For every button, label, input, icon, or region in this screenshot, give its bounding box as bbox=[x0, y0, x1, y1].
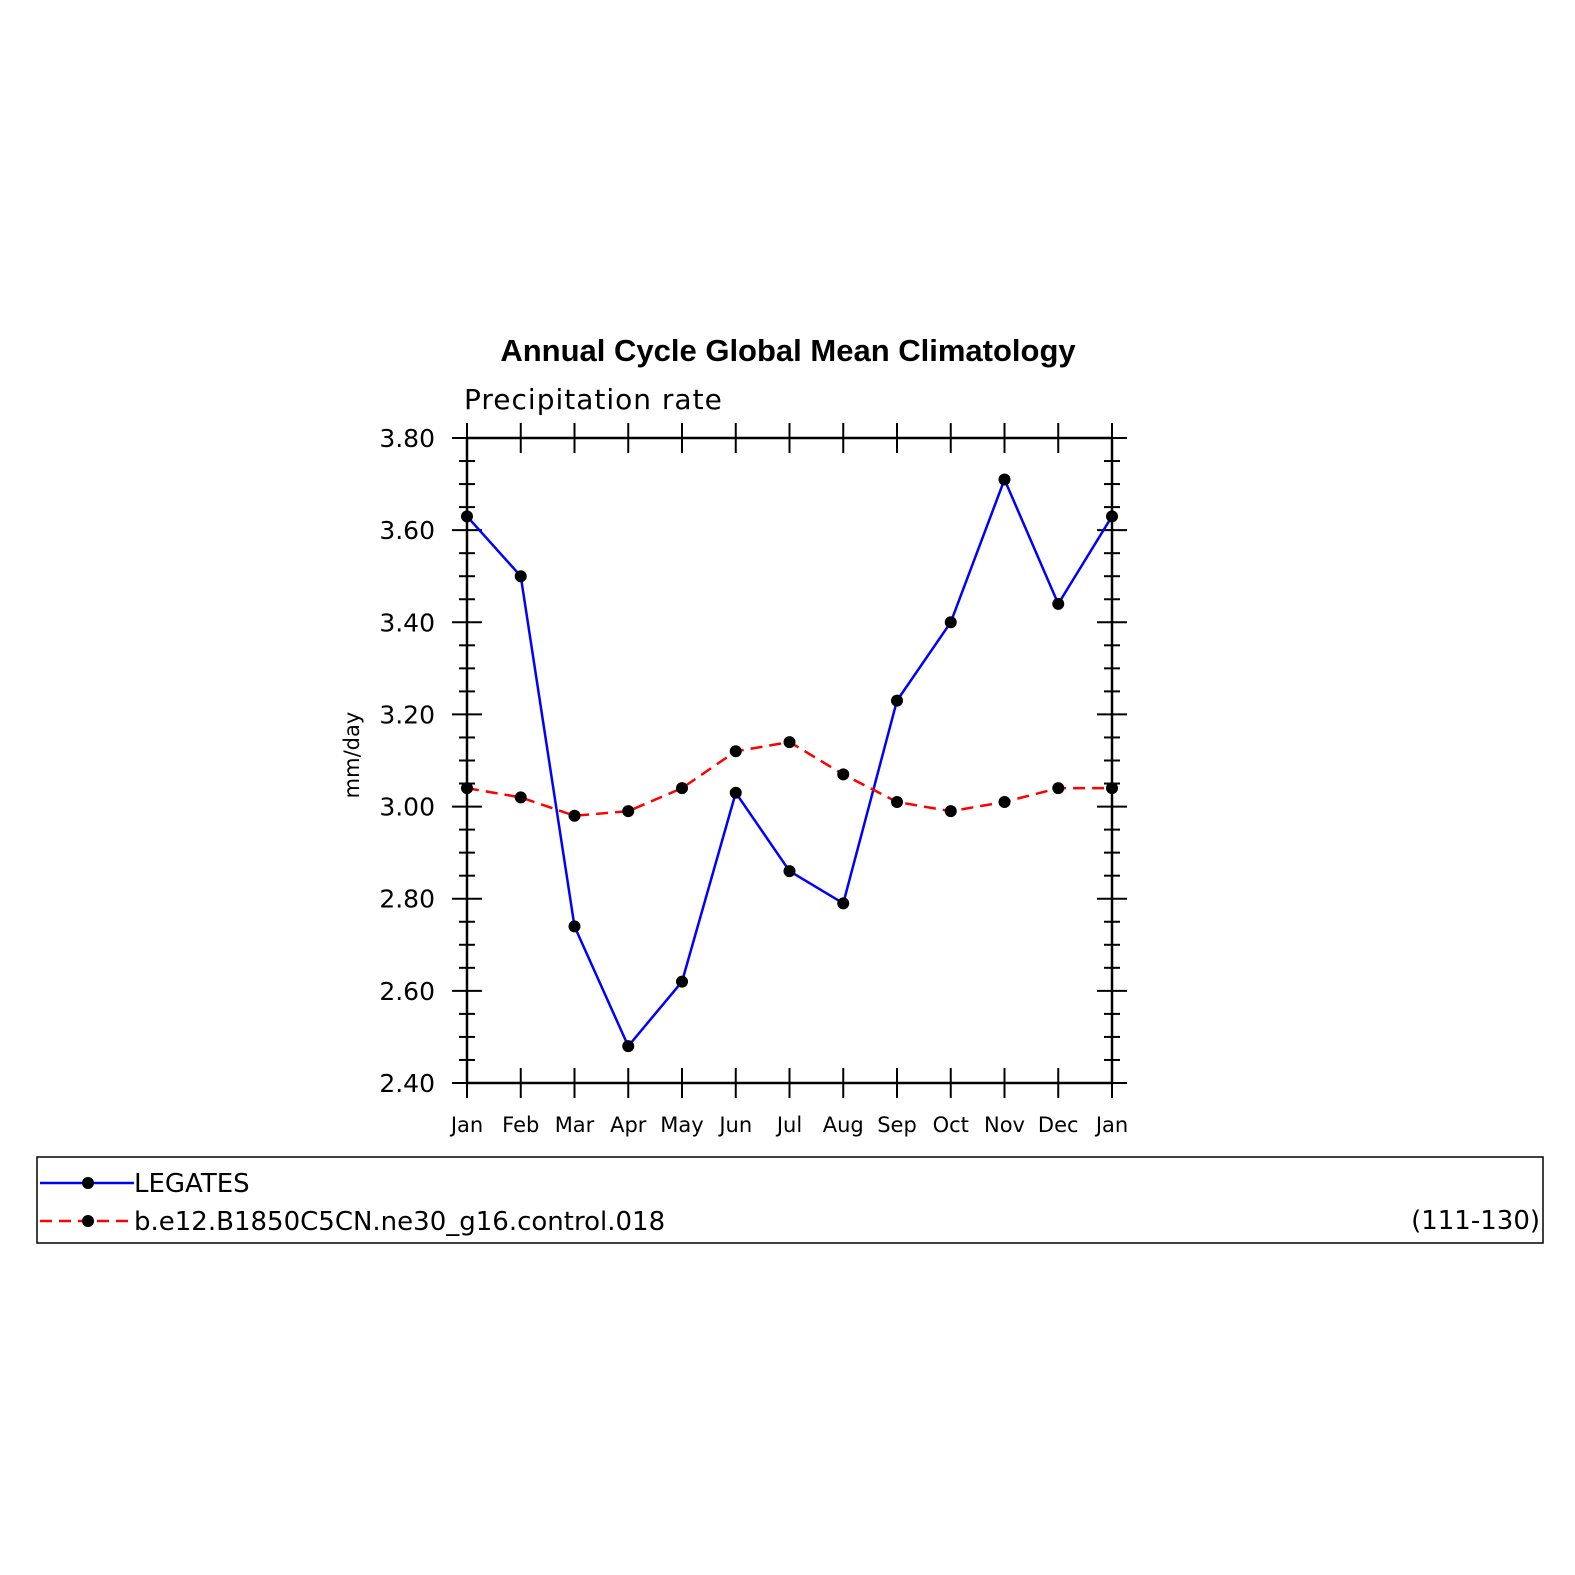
y-tick-label: 2.80 bbox=[379, 885, 435, 914]
y-tick-label: 2.60 bbox=[379, 977, 435, 1006]
x-tick-label: Feb bbox=[502, 1113, 539, 1137]
legend-item: b.e12.B1850C5CN.ne30_g16.control.018 bbox=[40, 1207, 665, 1237]
x-tick-labels: Jan Feb Mar Apr May Jun Jul Aug Sep Oct Nov Dec Jan bbox=[449, 1113, 1128, 1137]
x-tick-label: Apr bbox=[610, 1113, 647, 1137]
x-tick-label: Aug bbox=[823, 1113, 864, 1137]
x-tick-label: May bbox=[660, 1113, 703, 1137]
data-point bbox=[998, 795, 1011, 808]
plot-frame bbox=[465, 436, 1114, 1085]
y-tick-label: 3.00 bbox=[379, 793, 435, 822]
legend-label: b.e12.B1850C5CN.ne30_g16.control.018 bbox=[134, 1207, 665, 1237]
x-tick-label: Jun bbox=[717, 1113, 752, 1137]
legend-label: LEGATES bbox=[134, 1169, 250, 1199]
data-point bbox=[891, 694, 903, 707]
y-tick-label: 2.40 bbox=[379, 1069, 435, 1098]
data-point bbox=[729, 786, 742, 799]
data-point bbox=[837, 897, 850, 910]
y-tick-label: 3.40 bbox=[379, 608, 435, 637]
data-point bbox=[729, 745, 742, 758]
series-line bbox=[466, 740, 1112, 818]
legend: LEGATES b.e12.B1850C5CN.ne30_g16.control.… bbox=[36, 1156, 1544, 1244]
x-tick-label: Nov bbox=[984, 1113, 1025, 1137]
legend-marker bbox=[82, 1215, 94, 1227]
data-point bbox=[514, 791, 527, 804]
legend-note: (111-130) bbox=[1411, 1206, 1540, 1236]
data-point bbox=[514, 570, 527, 583]
legend-box bbox=[36, 1156, 1544, 1244]
y-tick-label: 3.80 bbox=[379, 424, 435, 453]
data-point bbox=[1052, 782, 1065, 795]
x-tick-label: Jan bbox=[449, 1113, 483, 1137]
x-tick-label: Dec bbox=[1038, 1113, 1079, 1137]
legend-marker bbox=[82, 1177, 94, 1189]
y-tick-label: 3.20 bbox=[379, 700, 435, 729]
axis-ticks bbox=[452, 423, 1127, 1098]
data-point bbox=[568, 920, 581, 933]
x-tick-label: Sep bbox=[877, 1113, 917, 1137]
y-tick-labels: 2.40 2.60 2.80 3.00 3.20 3.40 3.60 3.80 bbox=[379, 424, 435, 1098]
data-point bbox=[944, 616, 957, 629]
x-tick-label: Mar bbox=[555, 1113, 595, 1137]
series-line bbox=[466, 478, 1114, 1048]
data-point bbox=[676, 782, 688, 795]
data-point bbox=[1052, 597, 1065, 610]
data-point bbox=[783, 736, 796, 749]
data-point bbox=[998, 473, 1011, 486]
legend-item: LEGATES bbox=[40, 1169, 250, 1199]
x-tick-label: Jan bbox=[1094, 1113, 1128, 1137]
chart-title: Annual Cycle Global Mean Climatology bbox=[500, 333, 1076, 368]
y-tick-label: 3.60 bbox=[379, 516, 435, 545]
chart-subtitle: Precipitation rate bbox=[464, 383, 723, 416]
data-point bbox=[837, 768, 850, 781]
series-1 bbox=[461, 473, 1118, 1053]
x-tick-label: Jul bbox=[775, 1113, 802, 1137]
data-point bbox=[891, 795, 903, 808]
data-point bbox=[676, 975, 688, 988]
x-tick-label: Oct bbox=[933, 1113, 969, 1137]
data-point bbox=[944, 805, 957, 818]
series-layer bbox=[461, 473, 1118, 1053]
data-point bbox=[622, 1040, 635, 1053]
data-point bbox=[622, 805, 635, 818]
data-point bbox=[568, 809, 581, 822]
y-axis-label: mm/day bbox=[340, 712, 364, 799]
data-point bbox=[783, 865, 796, 878]
series-2 bbox=[461, 736, 1118, 822]
